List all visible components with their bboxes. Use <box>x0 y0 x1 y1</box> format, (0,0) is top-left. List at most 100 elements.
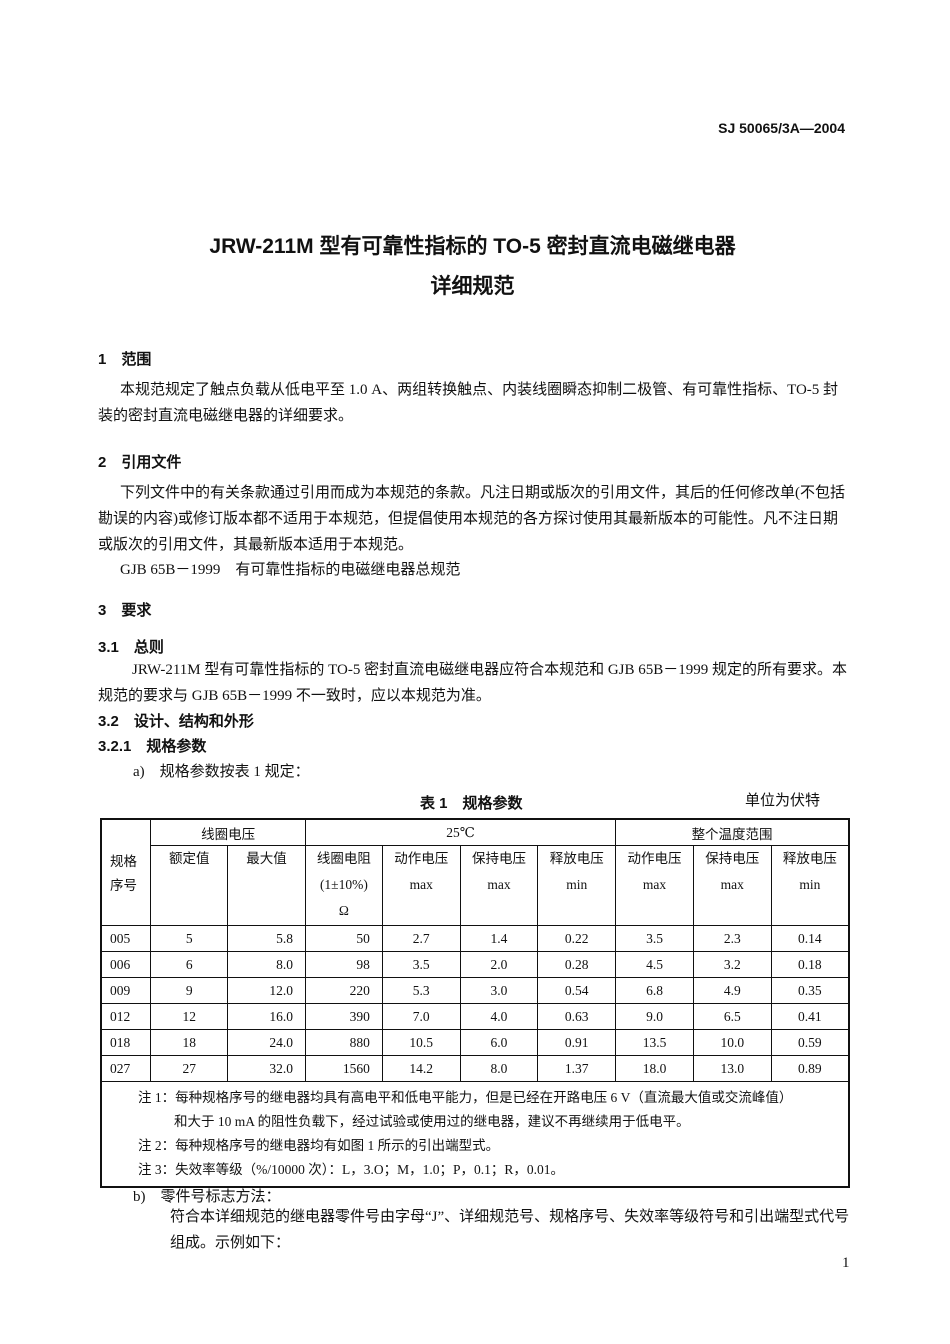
table-cell: 98 <box>304 951 383 978</box>
table-cell: 390 <box>304 1003 383 1030</box>
table-cell: 0.91 <box>537 1029 617 1056</box>
header-hold-full: 保持电压 max <box>692 845 772 926</box>
table-cell: 0.35 <box>770 977 850 1004</box>
spec-table: 规格序号 线圈电压 25℃ 整个温度范围 额定值 最大值 线圈电阻 (1±10%)… <box>100 818 850 1188</box>
table-cell: 5.3 <box>381 977 461 1004</box>
table-cell: 012 <box>100 1003 152 1030</box>
note-1-cont: 和大于 10 mA 的阻性负载下，经过试验或使用过的继电器，建议不再继续用于低电… <box>174 1114 690 1129</box>
table-cell: 1.4 <box>459 925 539 952</box>
header-operate-25: 动作电压 max <box>381 845 461 926</box>
table-caption: 表 1 规格参数 <box>420 795 523 812</box>
section-3-2-1-heading: 3.2.1 规格参数 <box>98 738 207 755</box>
table-cell: 18.0 <box>615 1055 694 1082</box>
table-row: 018 18 24.0 880 10.5 6.0 0.91 13.5 10.0 0.59 <box>100 1029 850 1056</box>
table-cell: 7.0 <box>381 1003 461 1030</box>
table-cell: 4.9 <box>692 977 772 1004</box>
page-number: 1 <box>842 1255 850 1271</box>
header-25c: 25℃ <box>304 818 617 846</box>
table-cell: 009 <box>100 977 152 1004</box>
table-cell: 0.18 <box>770 951 850 978</box>
note-3: 注 3：失效率等级（%/10000 次）：L，3.O；M，1.0；P，0.1；R… <box>138 1162 565 1177</box>
table-cell: 6.0 <box>459 1029 539 1056</box>
table-cell: 8.0 <box>459 1055 539 1082</box>
table-cell: 13.0 <box>692 1055 772 1082</box>
table-cell: 0.22 <box>537 925 617 952</box>
table-unit: 单位为伏特 <box>745 793 821 809</box>
table-cell: 0.63 <box>537 1003 617 1030</box>
header-max-value: 最大值 <box>227 845 306 926</box>
header-spec: 规格序号 <box>100 818 152 926</box>
table-cell: 027 <box>100 1055 152 1082</box>
table-cell: 3.5 <box>615 925 694 952</box>
header-rated: 额定值 <box>150 845 229 926</box>
table-row: 012 12 16.0 390 7.0 4.0 0.63 9.0 6.5 0.41 <box>100 1003 850 1030</box>
section-1-heading: 1 范围 <box>98 351 152 368</box>
table-cell: 0.59 <box>770 1029 850 1056</box>
table-cell: 8.0 <box>227 951 306 978</box>
section-3-1-heading: 3.1 总则 <box>98 639 164 656</box>
item-a: a) 规格参数按表 1 规定： <box>133 764 310 780</box>
table-cell: 2.0 <box>459 951 539 978</box>
table-cell: 6 <box>150 951 229 978</box>
table-notes: 注 1：每种规格序号的继电器均具有高电平和低电平能力，但是已经在开路电压 6 V… <box>100 1081 850 1188</box>
table-cell: 5 <box>150 925 229 952</box>
section-2-heading: 2 引用文件 <box>98 454 182 471</box>
table-cell: 006 <box>100 951 152 978</box>
table-cell: 2.3 <box>692 925 772 952</box>
table-cell: 13.5 <box>615 1029 694 1056</box>
table-cell: 005 <box>100 925 152 952</box>
table-cell: 1.37 <box>537 1055 617 1082</box>
doc-subtitle: 详细规范 <box>430 275 515 298</box>
section-3-1-text: JRW-211M 型有可靠性指标的 TO-5 密封直流电磁继电器应符合本规范和 … <box>98 662 848 704</box>
table-cell: 3.5 <box>381 951 461 978</box>
table-cell: 018 <box>100 1029 152 1056</box>
table-cell: 24.0 <box>227 1029 306 1056</box>
header-hold-25: 保持电压 max <box>459 845 539 926</box>
table-row: 009 9 12.0 220 5.3 3.0 0.54 6.8 4.9 0.35 <box>100 977 850 1004</box>
table-cell: 0.14 <box>770 925 850 952</box>
section-3-2-heading: 3.2 设计、结构和外形 <box>98 713 254 730</box>
table-row: 005 5 5.8 50 2.7 1.4 0.22 3.5 2.3 0.14 <box>100 925 850 952</box>
table-cell: 27 <box>150 1055 229 1082</box>
table-cell: 0.89 <box>770 1055 850 1082</box>
table-cell: 220 <box>304 977 383 1004</box>
item-b: b) 零件号标志方法： <box>133 1189 281 1205</box>
table-cell: 9 <box>150 977 229 1004</box>
table-cell: 0.54 <box>537 977 617 1004</box>
table-cell: 3.2 <box>692 951 772 978</box>
section-3-heading: 3 要求 <box>98 602 152 619</box>
note-1: 注 1：每种规格序号的继电器均具有高电平和低电平能力，但是已经在开路电压 6 V… <box>138 1090 793 1105</box>
table-cell: 1560 <box>304 1055 383 1082</box>
table-cell: 4.0 <box>459 1003 539 1030</box>
table-cell: 6.8 <box>615 977 694 1004</box>
table-cell: 16.0 <box>227 1003 306 1030</box>
table-cell: 3.0 <box>459 977 539 1004</box>
section-2-reference: GJB 65B－1999 有可靠性指标的电磁继电器总规范 <box>120 562 461 578</box>
table-row: 027 27 32.0 1560 14.2 8.0 1.37 18.0 13.0 0.89 <box>100 1055 850 1082</box>
header-operate-full: 动作电压 max <box>615 845 694 926</box>
table-cell: 14.2 <box>381 1055 461 1082</box>
table-cell: 6.5 <box>692 1003 772 1030</box>
header-release-full: 释放电压 min <box>770 845 850 926</box>
table-cell: 18 <box>150 1029 229 1056</box>
table-cell: 32.0 <box>227 1055 306 1082</box>
section-2-text: 下列文件中的有关条款通过引用而成为本规范的条款。凡注日期或版次的引用文件，其后的… <box>98 485 846 553</box>
section-1-text: 本规范规定了触点负载从低电平至 1.0 A、两组转换触点、内装线圈瞬态抑制二极管… <box>98 382 839 424</box>
table-cell: 50 <box>304 925 383 952</box>
table-cell: 9.0 <box>615 1003 694 1030</box>
table-row: 006 6 8.0 98 3.5 2.0 0.28 4.5 3.2 0.18 <box>100 951 850 978</box>
table-cell: 0.41 <box>770 1003 850 1030</box>
table-cell: 0.28 <box>537 951 617 978</box>
table-cell: 880 <box>304 1029 383 1056</box>
header-coil-res: 线圈电阻 (1±10%) Ω <box>304 845 383 926</box>
table-cell: 4.5 <box>615 951 694 978</box>
table-cell: 10.0 <box>692 1029 772 1056</box>
item-b-text: 符合本详细规范的继电器零件号由字母“J”、详细规范号、规格序号、失效率等级符号和… <box>170 1209 850 1251</box>
standard-number: SJ 50065/3A—2004 <box>718 120 845 136</box>
header-full-range: 整个温度范围 <box>615 818 850 846</box>
header-release-25: 释放电压 min <box>537 845 617 926</box>
table-cell: 5.8 <box>227 925 306 952</box>
note-2: 注 2：每种规格序号的继电器均有如图 1 所示的引出端型式。 <box>138 1138 500 1153</box>
header-coil-voltage: 线圈电压 <box>150 818 306 846</box>
